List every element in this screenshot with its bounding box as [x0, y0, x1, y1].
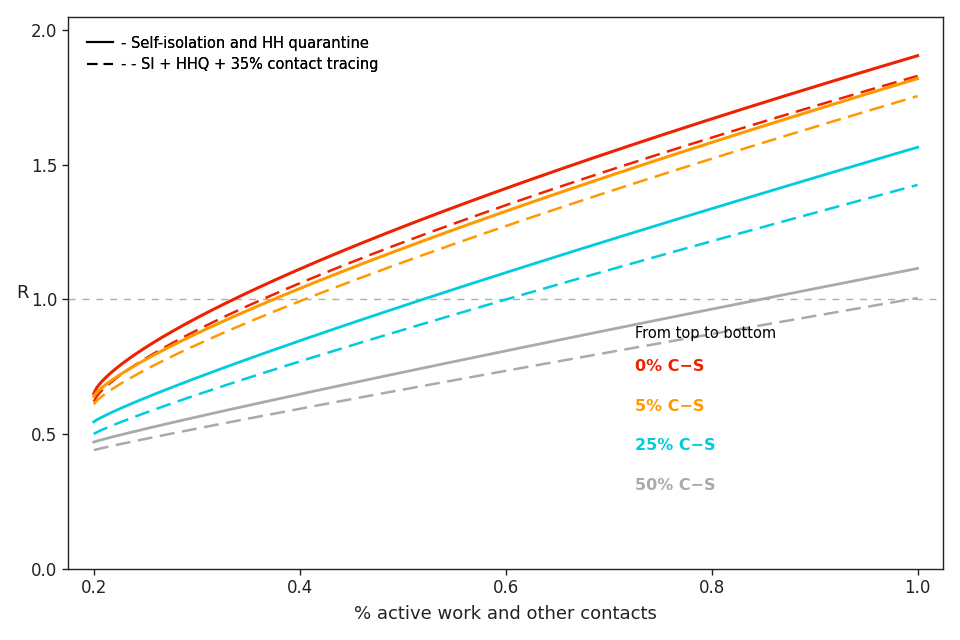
Text: 25% C−S: 25% C−S	[636, 438, 716, 453]
Legend: - Self-isolation and HH quarantine, - - SI + HHQ + 35% contact tracing: - Self-isolation and HH quarantine, - - …	[75, 24, 390, 84]
Text: 5% C−S: 5% C−S	[636, 399, 705, 413]
Y-axis label: R: R	[16, 284, 29, 301]
Text: 50% C−S: 50% C−S	[636, 478, 716, 493]
Text: From top to bottom: From top to bottom	[636, 326, 777, 340]
X-axis label: % active work and other contacts: % active work and other contacts	[354, 605, 658, 623]
Text: 0% C−S: 0% C−S	[636, 359, 705, 374]
